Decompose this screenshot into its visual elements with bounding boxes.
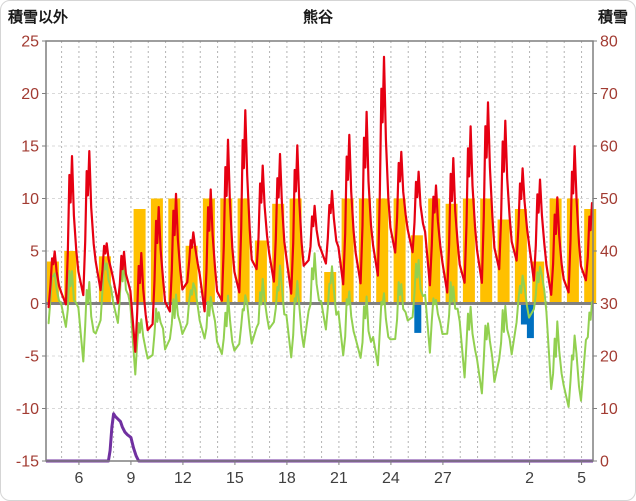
svg-text:5: 5 — [577, 470, 586, 487]
right-axis-title: 積雪 — [597, 9, 628, 26]
svg-text:18: 18 — [278, 470, 296, 487]
svg-text:9: 9 — [126, 470, 135, 487]
svg-text:10: 10 — [21, 191, 39, 208]
svg-text:50: 50 — [600, 191, 618, 208]
left-axis-title: 積雪以外 — [8, 9, 69, 26]
svg-text:80: 80 — [600, 34, 618, 51]
svg-text:0: 0 — [600, 454, 609, 471]
svg-text:27: 27 — [434, 470, 452, 487]
svg-text:20: 20 — [21, 86, 39, 103]
svg-text:20: 20 — [600, 349, 618, 366]
svg-text:12: 12 — [174, 470, 192, 487]
svg-text:-10: -10 — [16, 401, 39, 418]
svg-text:25: 25 — [21, 34, 39, 51]
svg-text:0: 0 — [30, 296, 39, 313]
chart-title: 熊谷 — [302, 9, 333, 26]
svg-text:2: 2 — [525, 470, 534, 487]
svg-text:5: 5 — [30, 244, 39, 261]
svg-text:30: 30 — [600, 296, 618, 313]
svg-text:21: 21 — [330, 470, 348, 487]
svg-text:60: 60 — [600, 139, 618, 156]
svg-text:-5: -5 — [25, 349, 39, 366]
svg-text:-15: -15 — [16, 454, 39, 471]
svg-text:10: 10 — [600, 401, 618, 418]
svg-text:15: 15 — [21, 139, 39, 156]
svg-text:70: 70 — [600, 86, 618, 103]
svg-text:24: 24 — [382, 470, 400, 487]
svg-text:15: 15 — [226, 470, 244, 487]
svg-text:6: 6 — [74, 470, 83, 487]
svg-text:40: 40 — [600, 244, 618, 261]
